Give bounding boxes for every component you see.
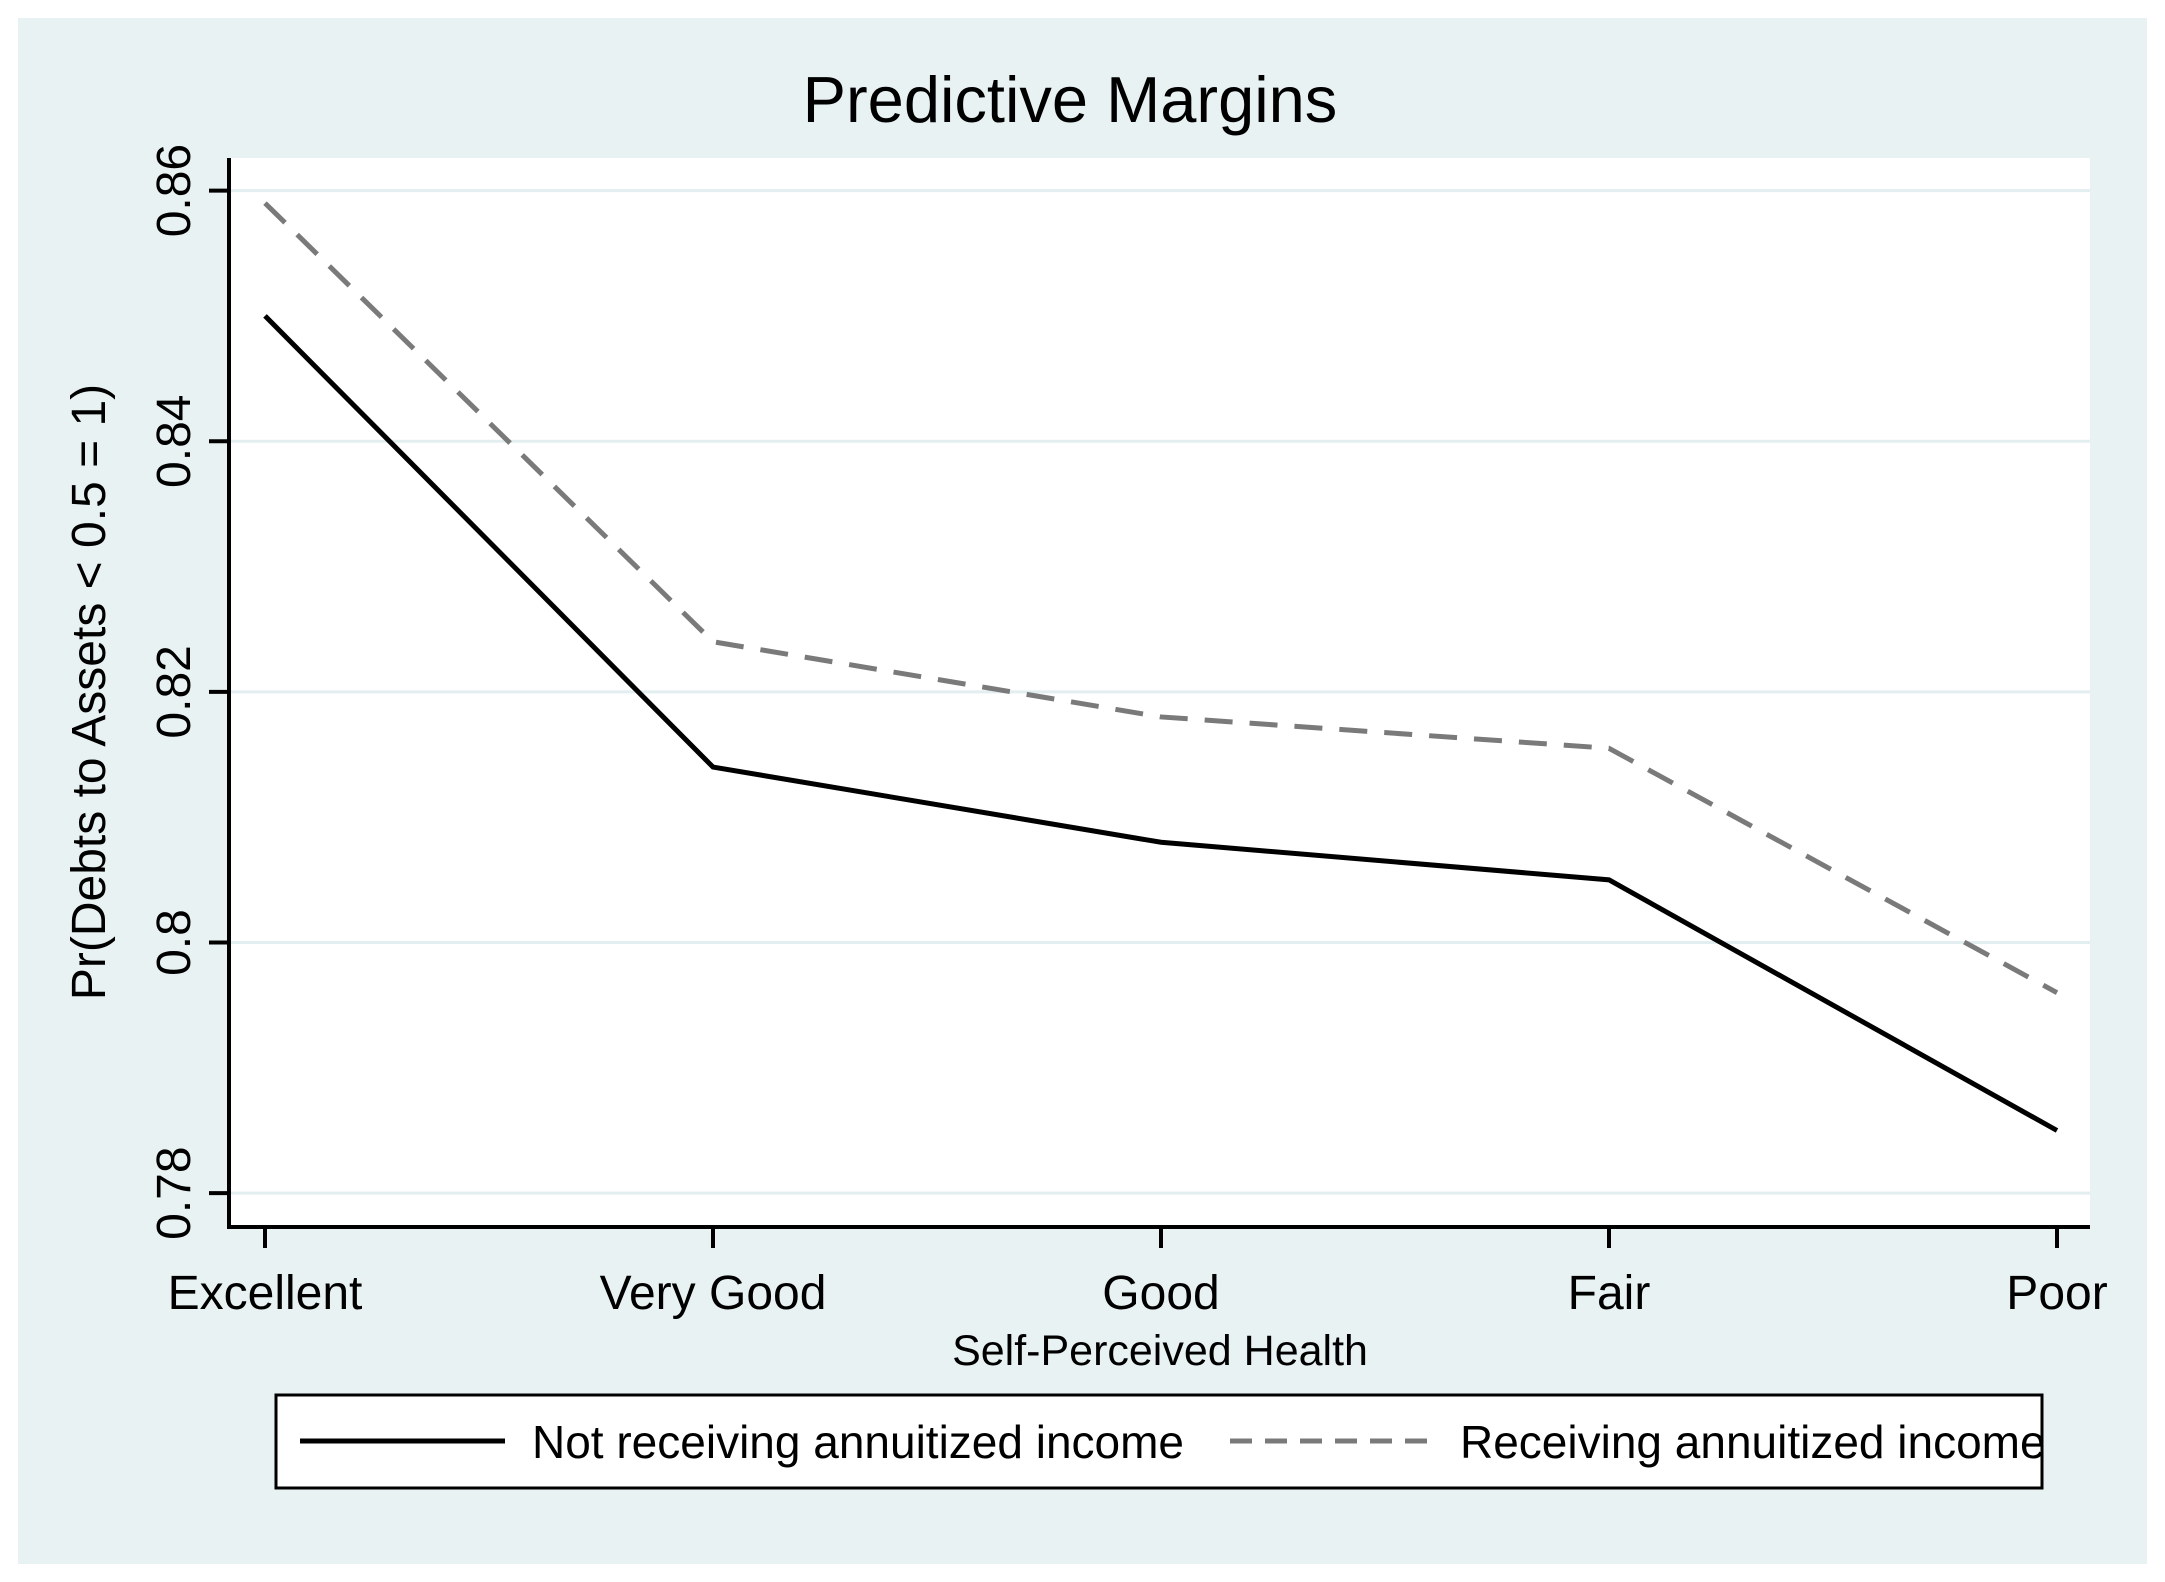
legend-box	[274, 1393, 2044, 1490]
x-tick-label: Good	[1102, 1267, 1219, 1320]
y-ticks	[209, 188, 229, 1196]
x-tick-label: Poor	[2006, 1267, 2107, 1320]
series-line-solid	[263, 314, 2059, 1133]
chart-title: Predictive Margins	[803, 63, 1338, 136]
legend-label-not-receiving: Not receiving annuitized income	[532, 1416, 1184, 1468]
y-tick-label: 0.84	[148, 395, 201, 488]
y-tick-label: 0.82	[148, 645, 201, 738]
x-tick-label: Very Good	[600, 1267, 827, 1320]
x-tick-labels: Excellent Very Good Good Fair Poor	[168, 1267, 2108, 1320]
y-tick-label: 0.78	[148, 1146, 201, 1239]
y-tick-label: 0.8	[148, 909, 201, 976]
series-lines	[263, 201, 2059, 1133]
y-tick-labels: 0.78 0.8 0.82 0.84 0.86	[148, 144, 201, 1240]
y-axis-title: Pr(Debts to Assets < 0.5 = 1)	[63, 384, 116, 1000]
legend-label-receiving: Receiving annuitized income	[1460, 1416, 2046, 1468]
gridlines	[231, 189, 2090, 1195]
x-axis-title: Self-Perceived Health	[952, 1327, 1368, 1375]
x-tick-label: Excellent	[168, 1267, 363, 1320]
y-tick-label: 0.86	[148, 144, 201, 237]
series-line-dashed	[263, 201, 2059, 995]
x-tick-label: Fair	[1568, 1267, 1651, 1320]
legend: Not receiving annuitized income Receivin…	[274, 1393, 2046, 1490]
x-ticks	[263, 1227, 2059, 1248]
